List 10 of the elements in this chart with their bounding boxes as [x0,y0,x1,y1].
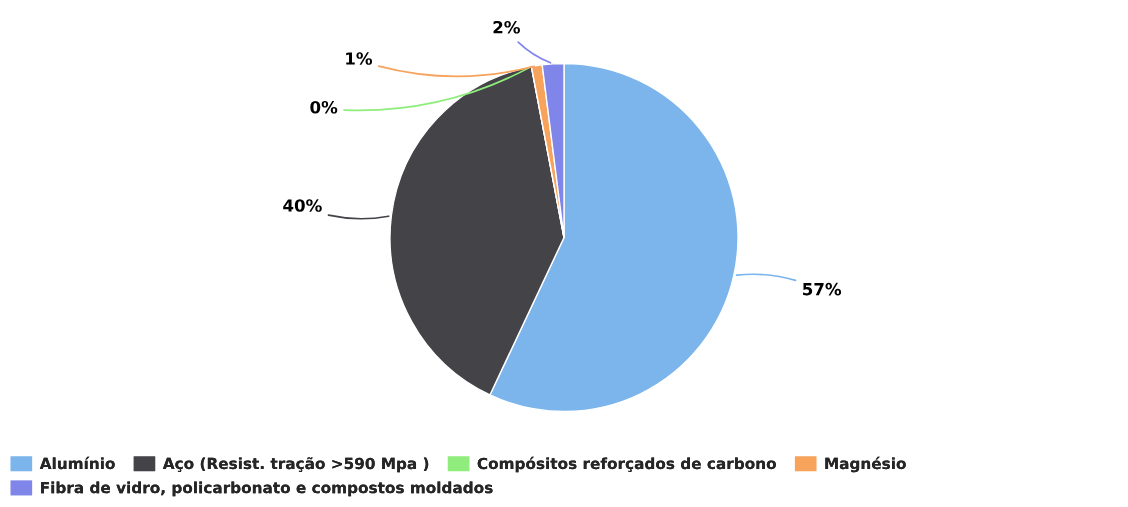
data-label: 1% [346,52,373,65]
legend-label: Fibra de vidro, policarbonato e compostos moldados [41,481,493,497]
legend-label: Compósitos reforçados de carbono [477,456,776,473]
text: 0% [310,100,338,114]
legend-label: Alumínio [39,456,115,470]
data-label: 57% [803,282,842,296]
data-label: 2% [493,20,520,34]
data-label: 40% [283,199,322,212]
legend-label: Magnésio [825,456,906,473]
legend-label: Aço (Resist. tração >590 Mpa ) [162,457,429,473]
